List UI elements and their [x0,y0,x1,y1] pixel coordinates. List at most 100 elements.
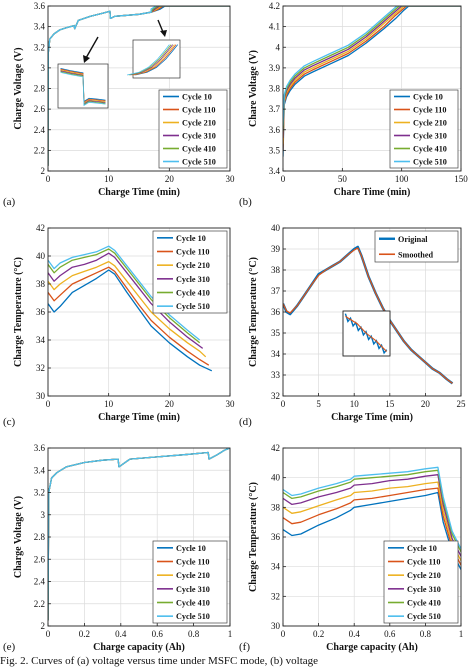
y-tick-label: 3.4 [34,22,46,32]
series-line-cycle-110 [48,266,210,366]
y-tick-label: 33 [271,370,281,380]
series-line-cycle-10 [48,269,213,372]
series-line-cycle-510 [283,6,461,126]
y-axis-label: Charge Temperature (°C) [248,257,259,367]
inset-line [127,44,170,76]
y-tick-label: 40 [36,251,46,261]
x-axis-label: Charge capacity (Ah) [326,642,418,653]
y-tick-label: 38 [271,502,281,512]
inset-line [60,72,106,107]
legend: Cycle 10 Cycle 110 Cycle 210 Cycle 310 Cycle… [152,540,228,624]
y-tick-label: 3.8 [269,84,281,94]
legend-entry: Cycle 110 [182,106,215,115]
legend-entry: Cycle 510 [407,612,441,621]
y-tick-label: 40 [271,223,281,233]
panel-label: (c) [3,416,16,428]
legend-entry: Cycle 310 [176,585,210,594]
legend-entry: Cycle 510 [176,612,210,621]
chart-panel-f: 0 0.2 0.4 0.6 0.8 1 30 32 34 36 38 40 42 Charge capac… [239,443,463,653]
y-tick-label: 34 [271,562,281,572]
y-tick-label: 3.4 [34,465,46,475]
y-tick-label: 39 [271,244,281,254]
y-tick-label: 2.4 [34,577,46,587]
series-line-cycle-210 [283,6,461,145]
x-axis-label: Charge Time (min) [331,412,413,423]
arrow-line [85,36,99,59]
legend-entry: Cycle 510 [413,158,447,167]
legend-entry: Cycle 210 [407,571,441,580]
x-tick-label: 0.4 [115,629,127,639]
series-group [283,245,454,385]
legend-entry: Smoothed [398,250,433,259]
x-tick-label: 1 [459,629,464,639]
y-axis-label: Charge Temperature (°C) [13,257,24,367]
y-tick-label: 3.6 [34,443,46,453]
legend-entry: Cycle 410 [182,145,216,154]
y-tick-label: 36 [271,532,281,542]
x-tick-label: 50 [338,174,348,184]
series-line-cycle-310 [283,6,461,139]
arrow-line [157,19,164,33]
x-tick-label: 0.6 [384,629,396,639]
y-tick-label: 38 [271,265,281,275]
y-tick-label: 3.9 [269,63,281,73]
x-tick-label: 20 [165,399,175,409]
y-tick-label: 2.2 [34,145,45,155]
series-line-cycle-410 [283,6,461,132]
legend: Cycle 10 Cycle 110 Cycle 210 Cycle 310 Cycle… [152,230,228,314]
arrow-head [160,30,167,37]
series-line-cycle-310 [48,252,204,349]
legend-entry: Cycle 110 [176,248,209,257]
y-axis-label: Charge Voltage (V) [13,496,24,578]
x-tick-label: 150 [454,174,468,184]
legend-entry: Cycle 410 [407,599,441,608]
legend-entry: Cycle 210 [413,119,447,128]
legend-entry: Cycle 310 [176,275,210,284]
x-tick-label: 0.4 [349,629,361,639]
y-tick-label: 4 [276,42,281,52]
chart-panel-a: 0 10 20 30 2 2.2 2.4 2.6 2.8 3 3.2 3.4 3.6 Charge Tim… [3,1,235,208]
legend-box [152,230,228,314]
series-line-cycle-510 [48,6,230,166]
legend-box [152,540,228,624]
chart-panel-c: 0 10 20 30 30 32 34 36 38 40 42 Charge Time (min) Ch… [3,223,235,428]
y-axis-label: Chare Voltage (V) [248,50,259,127]
series-line-smoothed [283,247,453,384]
y-tick-label: 2 [41,621,46,631]
legend-entry: Original [398,235,428,244]
x-tick-label: 25 [457,399,467,409]
y-tick-label: 36 [36,307,46,317]
series-line-cycle-210 [283,481,461,561]
legend-entry: Cycle 10 [182,93,212,102]
y-tick-label: 3.7 [269,104,281,114]
y-tick-label: 3 [41,510,46,520]
y-tick-label: 2.6 [34,554,46,564]
y-tick-label: 4.2 [269,1,280,11]
legend-entry: Cycle 10 [413,93,443,102]
y-tick-label: 3.2 [34,42,45,52]
series-line-cycle-310 [283,474,461,557]
legend-entry: Cycle 110 [413,106,446,115]
chart-panel-d: 0 5 10 15 20 25 32 33 34 35 36 37 38 39 40 Charge Time … [239,223,466,428]
panel-label: (a) [3,196,16,208]
legend-box [158,89,228,169]
x-tick-label: 10 [104,399,114,409]
y-tick-label: 36 [271,307,281,317]
legend-entry: Cycle 310 [413,132,447,141]
y-tick-label: 35 [271,328,281,338]
legend-entry: Cycle 210 [176,261,210,270]
y-tick-label: 30 [271,621,281,631]
series-line-cycle-510 [48,448,230,621]
legend-entry: Cycle 110 [176,558,209,567]
x-axis-label: Chare Time (min) [334,187,411,198]
x-tick-label: 15 [385,399,395,409]
x-axis-label: Charge Time (min) [98,412,180,423]
legend-entry: Cycle 410 [176,289,210,298]
legend-entry: Cycle 210 [176,571,210,580]
y-tick-label: 32 [271,391,280,401]
panel-label: (e) [3,641,16,653]
panel-label: (d) [239,416,252,428]
y-tick-label: 38 [36,279,46,289]
series-line-cycle-110 [283,6,461,151]
